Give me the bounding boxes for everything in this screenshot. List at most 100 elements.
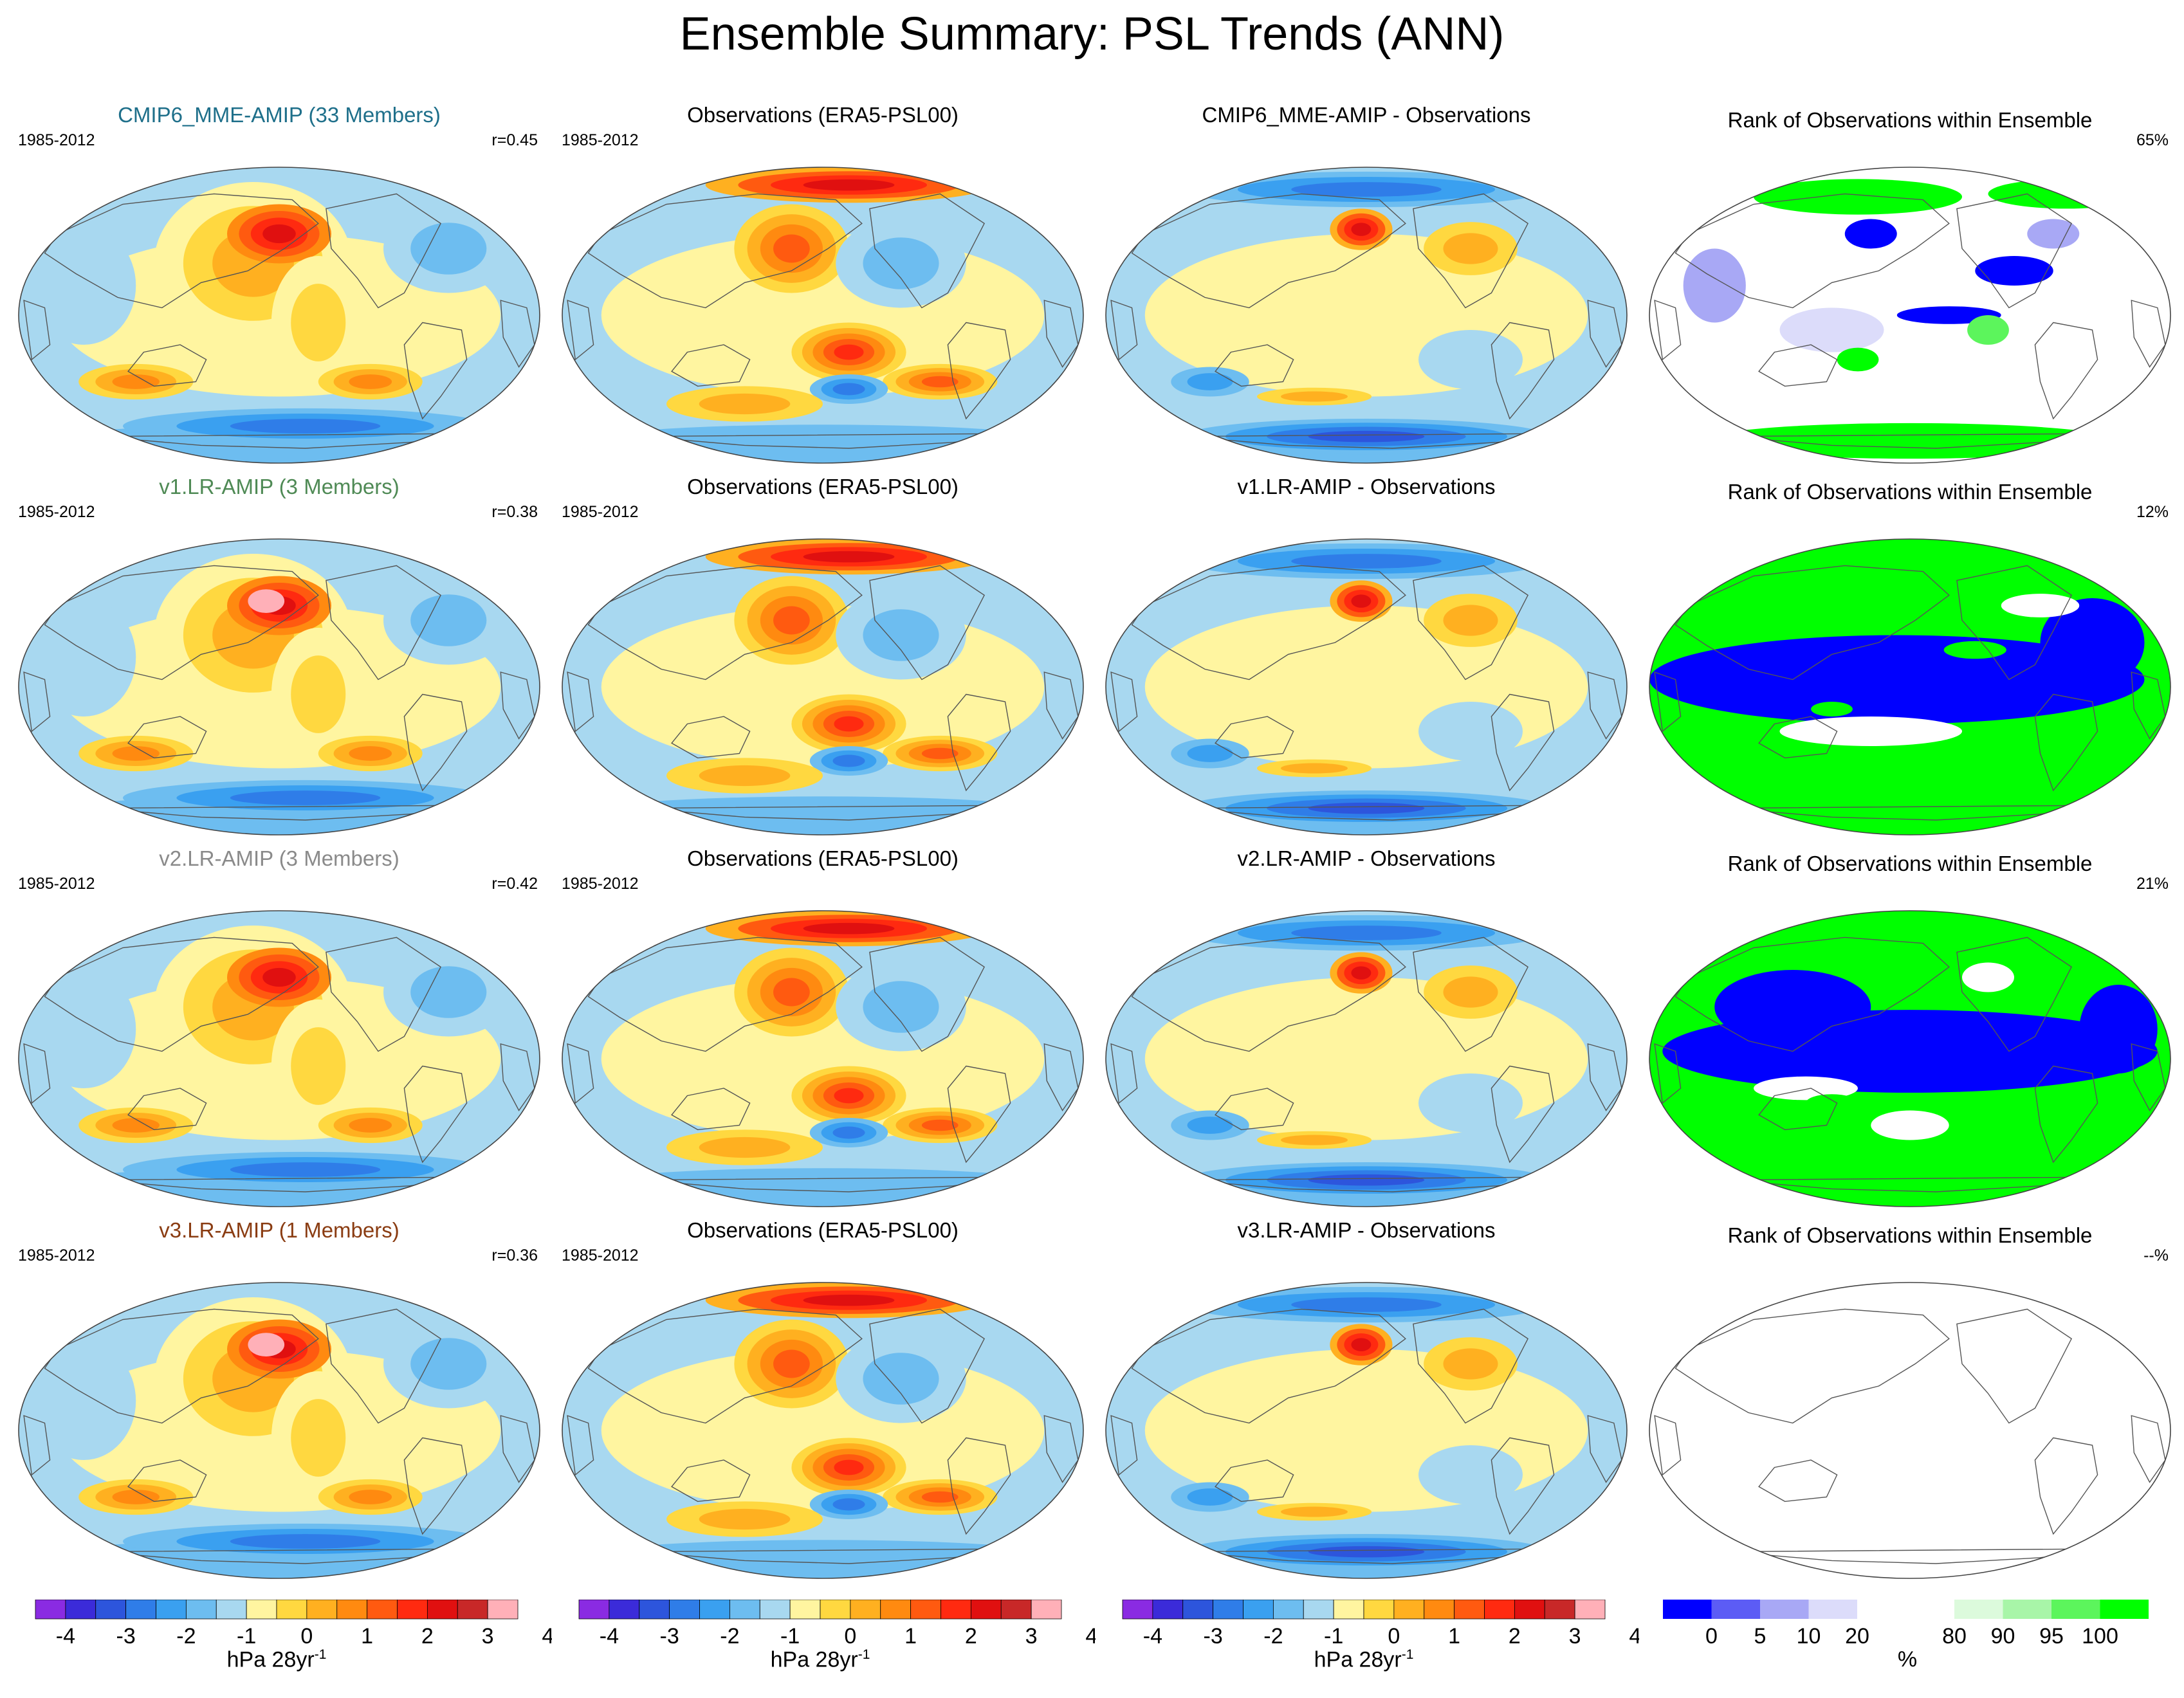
row4-diff-map-border [1105, 1282, 1628, 1579]
row2-diff-title: v1.LR-AMIP - Observations [1237, 475, 1496, 498]
row4-obs-period: 1985-2012 [562, 1246, 639, 1264]
rank-colorbar: 0 5 10 20 80 90 95 100% [1637, 1600, 2183, 1696]
trend-colorbar-3-swatch [1544, 1600, 1575, 1620]
row2-model-title: v1.LR-AMIP (3 Members) [159, 475, 399, 498]
row2-model-correlation: r=0.38 [491, 503, 538, 521]
rank-colorbar-swatch [2003, 1600, 2051, 1619]
row1-rank-rank-percent: 65% [2136, 131, 2169, 149]
row3-rank-rank-percent: 21% [2136, 875, 2169, 893]
row4-diff-panel: v3.LR-AMIP - Observations [1094, 1218, 1639, 1590]
trend-colorbar-1-tick-label: -2 [176, 1624, 196, 1648]
row4-rank-panel: Rank of Observations within Ensemble --% [1637, 1218, 2183, 1590]
row1-rank-panel: Rank of Observations within Ensemble 65% [1637, 103, 2183, 475]
trend-colorbar-2-tick-label: 3 [1025, 1624, 1038, 1648]
unit-text: hPa 28yr [226, 1647, 315, 1672]
trend-colorbar-3-swatch [1514, 1600, 1545, 1620]
trend-colorbar-1-swatch [457, 1600, 488, 1620]
row1-rank-map-border [1649, 167, 2171, 464]
trend-colorbar-2-swatch [609, 1600, 640, 1620]
row2-model-period: 1985-2012 [18, 503, 95, 521]
trend-colorbar-3-swatch [1152, 1600, 1184, 1620]
trend-colorbar-1-unit: hPa 28yr-1 [227, 1647, 327, 1672]
row4-rank-map [1649, 1282, 2171, 1579]
row4-rank-title: Rank of Observations within Ensemble [1727, 1223, 2093, 1247]
trend-colorbar-3-swatch [1484, 1600, 1515, 1620]
trend-colorbar-3-tick-label: 3 [1569, 1624, 1581, 1648]
row3-obs-panel: Observations (ERA5-PSL00) 1985-2012 [550, 846, 1096, 1218]
unit-exponent: -1 [1401, 1647, 1414, 1662]
trend-colorbar-1-swatch [185, 1600, 217, 1620]
rank-colorbar-swatch [1857, 1600, 1906, 1619]
trend-colorbar-1-swatch [367, 1600, 398, 1620]
trend-colorbar-2-swatch [970, 1600, 1002, 1620]
row4-obs-map [562, 1282, 1084, 1579]
rank-colorbar-tick-label: 90 [1991, 1624, 2015, 1648]
row3-model-correlation: r=0.42 [491, 875, 538, 893]
rank-colorbar-swatch [1808, 1600, 1857, 1619]
row4-obs-panel: Observations (ERA5-PSL00) 1985-2012 [550, 1218, 1096, 1590]
row1-model-map [18, 167, 540, 464]
trend-colorbar-1-swatch [276, 1600, 307, 1620]
row2-obs-map [562, 538, 1084, 835]
trend-colorbar-3-swatch [1213, 1600, 1243, 1620]
row3-diff-panel: v2.LR-AMIP - Observations [1094, 846, 1639, 1218]
row4-model-map [18, 1282, 540, 1579]
trend-colorbar-2-swatch [1031, 1600, 1062, 1620]
trend-colorbar-3-tick-label: 4 [1629, 1624, 1639, 1648]
trend-colorbar-2-tick-label: 1 [904, 1624, 917, 1648]
unit-exponent: -1 [858, 1647, 870, 1662]
row3-rank-map [1649, 910, 2171, 1207]
rank-colorbar-tick-label: 80 [1942, 1624, 1967, 1648]
trend-colorbar-1-swatch [125, 1600, 156, 1620]
row3-model-map [18, 910, 540, 1207]
row1-model-title: CMIP6_MME-AMIP (33 Members) [118, 103, 441, 127]
rank-colorbar-swatch [1711, 1600, 1760, 1619]
row2-model-map [18, 538, 540, 835]
row2-rank-rank-percent: 12% [2136, 503, 2169, 521]
trend-colorbar-2-swatch [639, 1600, 670, 1620]
trend-colorbar-3-swatch [1454, 1600, 1485, 1620]
trend-colorbar-3-tick-label: -4 [1143, 1624, 1162, 1648]
trend-colorbar-2-swatch [820, 1600, 851, 1620]
row1-obs-panel: Observations (ERA5-PSL00) 1985-2012 [550, 103, 1096, 475]
row3-model-title: v2.LR-AMIP (3 Members) [159, 846, 399, 870]
trend-colorbar-3-swatch [1182, 1600, 1214, 1620]
trend-colorbar-3-swatch [1574, 1600, 1606, 1620]
trend-colorbar-1-swatch [95, 1600, 127, 1620]
unit-text: hPa 28yr [770, 1647, 858, 1672]
trend-colorbar-2-swatch [1000, 1600, 1032, 1620]
row4-diff-map [1105, 1282, 1628, 1579]
trend-colorbar-3-tick-label: 0 [1388, 1624, 1400, 1648]
row3-rank-title: Rank of Observations within Ensemble [1727, 852, 2093, 875]
row1-rank-title: Rank of Observations within Ensemble [1727, 108, 2093, 132]
row2-obs-period: 1985-2012 [562, 503, 639, 521]
row3-model-panel: v2.LR-AMIP (3 Members) 1985-2012 r=0.42 [6, 846, 552, 1218]
trend-colorbar-3-tick-label: -2 [1263, 1624, 1283, 1648]
trend-colorbar-3-swatch [1122, 1600, 1153, 1620]
row2-model-panel: v1.LR-AMIP (3 Members) 1985-2012 r=0.38 [6, 475, 552, 846]
trend-colorbar-1-tick-label: -3 [116, 1624, 136, 1648]
rank-colorbar-swatch [1663, 1600, 1712, 1619]
rank-colorbar-tick-label: 0 [1705, 1624, 1718, 1648]
row1-diff-map-border [1105, 167, 1628, 464]
trend-colorbar-3-tick-label: -3 [1204, 1624, 1223, 1648]
row4-model-panel: v3.LR-AMIP (1 Members) 1985-2012 r=0.36 [6, 1218, 552, 1590]
row3-diff-map-border [1105, 910, 1628, 1207]
row2-rank-title: Rank of Observations within Ensemble [1727, 480, 2093, 504]
trend-colorbar-3-swatch [1272, 1600, 1304, 1620]
row1-diff-title: CMIP6_MME-AMIP - Observations [1202, 103, 1531, 127]
trend-colorbar-2-tick-label: -1 [780, 1624, 800, 1648]
row1-obs-map [562, 167, 1084, 464]
row3-rank-panel: Rank of Observations within Ensemble 21% [1637, 846, 2183, 1218]
row3-rank-map-border [1649, 910, 2171, 1207]
trend-colorbar-2-swatch [669, 1600, 700, 1620]
rank-colorbar-swatch [2100, 1600, 2149, 1619]
trend-colorbar-1-tick-label: 2 [421, 1624, 434, 1648]
trend-colorbar-3: -4 -3 -2 -1 0 1 2 3 4 hPa 28yr-1 [1094, 1600, 1639, 1696]
row3-obs-map [562, 910, 1084, 1207]
rank-colorbar-swatch [1954, 1600, 2003, 1619]
row1-diff-panel: CMIP6_MME-AMIP - Observations [1094, 103, 1639, 475]
trend-colorbar-2-swatch [941, 1600, 971, 1620]
trend-colorbar-3-swatch [1424, 1600, 1455, 1620]
trend-colorbar-3-tick-label: 2 [1509, 1624, 1521, 1648]
